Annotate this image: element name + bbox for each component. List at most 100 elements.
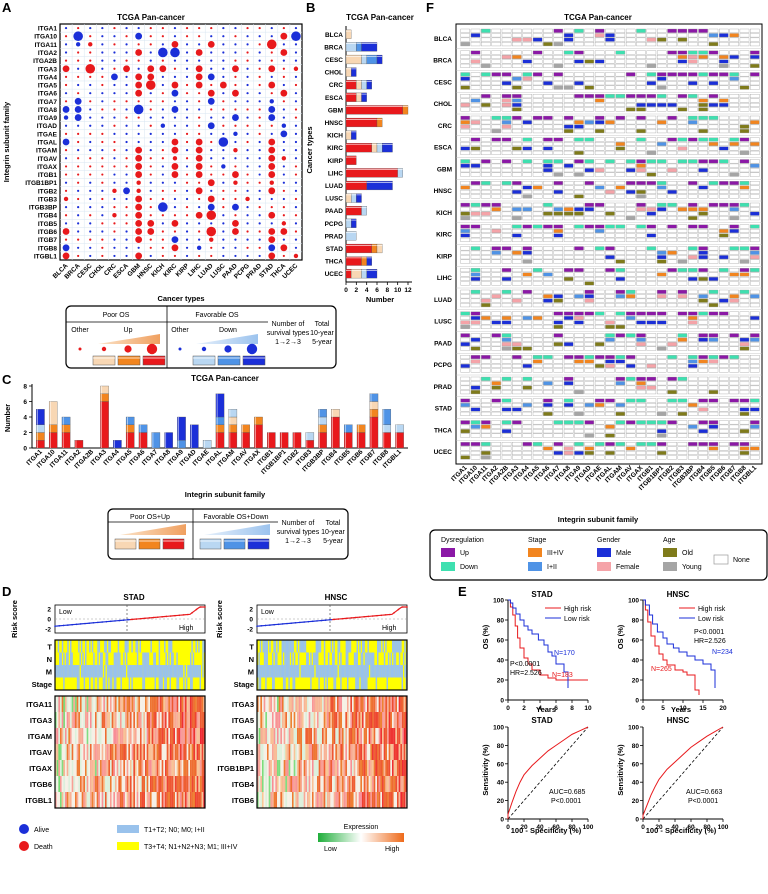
f-cell-kirp-itgb2 (667, 255, 676, 259)
f-cell-ucec-itgb3bp (688, 456, 697, 460)
clin-cell (115, 653, 116, 666)
f-cell-gbm-itgb1bp1 (657, 164, 666, 168)
f-cell-lihc-itgb3 (678, 268, 687, 272)
f-cell-ucec-itgax (636, 451, 645, 455)
expr-cell (344, 744, 346, 760)
f-cell-crc-itgav (626, 125, 635, 129)
f-cell-esca-itgb2 (667, 147, 676, 151)
f-cell-chol-itgbl1 (750, 94, 759, 98)
dot-itgb1bp1-esca (125, 182, 127, 184)
clin-cell (176, 653, 177, 666)
f-cell-ucec-itgb3 (678, 442, 687, 446)
dot-itgb3-prad (259, 198, 261, 200)
f-cell-blca-itgb1 (647, 29, 656, 33)
f-cell-kich-itga6 (543, 207, 552, 211)
f-cell-blca-itga3 (512, 29, 521, 33)
f-cell-gbm-itgb8 (740, 168, 749, 172)
f-cell-thca-itga4 (523, 425, 532, 429)
expr-cell (130, 776, 132, 792)
f-cell-thca-itga7 (554, 425, 563, 429)
f-cell-kirp-itgax (636, 251, 645, 255)
f-cell-crc-itgb3 (678, 125, 687, 129)
expr-cell (178, 776, 180, 792)
expr-cell (372, 728, 374, 744)
f-cell-luad-itga11 (481, 303, 490, 307)
expr-cell (115, 712, 117, 728)
f-cell-stad-itgav (626, 403, 635, 407)
expr-cell (138, 744, 140, 760)
f-cell-gbm-itga10 (471, 164, 480, 168)
expr-cell (349, 712, 351, 728)
clin-cell (367, 653, 368, 666)
f-cell-ucec-itgae (595, 456, 604, 460)
dot-itgax-paad (234, 165, 236, 167)
f-cell-gbm-itgb3bp (688, 168, 697, 172)
f-cell-kirc-itga11 (481, 225, 490, 229)
expr-cell (162, 792, 164, 808)
dot-itga4-ucec (295, 76, 297, 78)
f-cell-lihc-itga9 (574, 273, 583, 277)
f-cell-prad-itgad (585, 386, 594, 390)
f-cell-crc-itga10 (471, 120, 480, 124)
f-cell-pcpg-itgad (585, 369, 594, 373)
f-cell-pcpg-itgb2 (667, 360, 676, 364)
expr-cell (284, 696, 286, 712)
expr-cell (135, 728, 137, 744)
dot-itga4-stad (271, 76, 273, 78)
f-cell-kich-itgb7 (730, 216, 739, 220)
dot-itga8-stad (268, 106, 275, 113)
dot-itgb5-prad (259, 222, 261, 224)
f-cell-chol-itga2b (502, 99, 511, 103)
dot-itga6-lusc (222, 92, 224, 94)
f-cell-pcpg-itga6 (543, 364, 552, 368)
f-cell-lihc-itgb4 (699, 273, 708, 277)
f-cell-pcpg-itga4 (523, 360, 532, 364)
f-cell-ucec-itgav (626, 447, 635, 451)
f-cell-lusc-itga9 (574, 325, 583, 329)
dot-itgbl1-esca (125, 255, 127, 257)
f-cell-kirc-itga2 (492, 238, 501, 242)
expr-cell (70, 760, 72, 776)
legend-a-blue-dot-3 (247, 344, 257, 354)
f-cell-luad-itga9 (574, 299, 583, 303)
f-cell-cesc-itga9 (574, 77, 583, 81)
f-cell-blca-itga3 (512, 33, 521, 37)
expr-cell (140, 712, 142, 728)
f-cell-brca-itgad (585, 60, 594, 64)
dot-itgb3bp-ucec (295, 206, 297, 208)
expr-cell (380, 696, 382, 712)
dot-itga11-luad (208, 41, 215, 48)
f-cell-lusc-itgb1bp1 (657, 312, 666, 316)
f-cell-pcpg-itgb3 (678, 355, 687, 359)
expr-cell (365, 744, 367, 760)
f-cell-stad-itgam (616, 403, 625, 407)
dot-itgb6-paad (232, 228, 239, 235)
clin-cell (301, 640, 302, 653)
f-cell-crc-itga6 (543, 125, 552, 129)
f-cell-cesc-itgb1 (647, 73, 656, 77)
clin-cell (397, 640, 398, 653)
f-cell-thca-itga6 (543, 425, 552, 429)
f-cell-luad-itga10 (471, 290, 480, 294)
clin-cell (135, 640, 136, 653)
f-cell-lusc-itga1 (461, 325, 470, 329)
expr-cell (190, 712, 192, 728)
f-cell-chol-itgav (626, 108, 635, 112)
f-cell-prad-itgb7 (730, 381, 739, 385)
f-cell-pcpg-itga11 (481, 369, 490, 373)
clin-cell (178, 665, 179, 678)
b-cat-pcpg: PCPG (325, 221, 343, 228)
dot-itgax-kich (162, 165, 164, 167)
dot-itga8-brca (75, 106, 82, 113)
clin-cell (396, 640, 397, 653)
f-cell-paad-itgb2 (667, 342, 676, 346)
expr-cell (127, 776, 129, 792)
f-cell-kich-itga2b (502, 203, 511, 207)
panel-f-row-labels: BLCABRCACESCCHOLCRCESCAGBMHNSCKICHKIRCKI… (433, 36, 452, 456)
f-cell-esca-itgax (636, 142, 645, 146)
b-cat-ucec: UCEC (325, 271, 344, 278)
row-label-itgb4: ITGB4 (38, 213, 58, 220)
f-cell-hnsc-itga5 (533, 181, 542, 185)
f-cell-ucec-itgb6 (719, 442, 728, 446)
expr-cell (340, 696, 342, 712)
